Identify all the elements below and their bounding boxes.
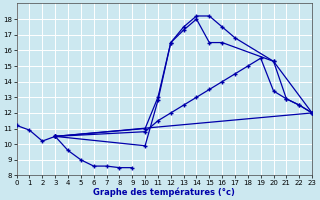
X-axis label: Graphe des températures (°c): Graphe des températures (°c): [93, 187, 235, 197]
